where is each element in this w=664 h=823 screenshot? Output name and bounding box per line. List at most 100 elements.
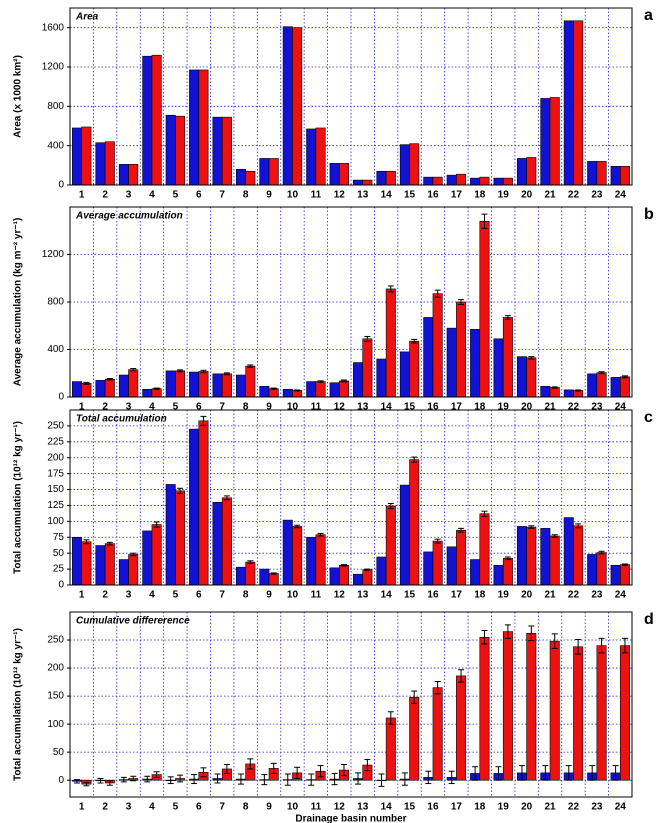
x-tick-label: 1 [79, 402, 85, 413]
panel-title: Cumulative differerence [76, 616, 190, 627]
bar [212, 116, 223, 186]
x-tick-label: 12 [334, 402, 346, 413]
bar [212, 501, 223, 586]
error-bar [247, 758, 254, 770]
x-tick-label: 11 [311, 802, 322, 813]
x-tick-label: 19 [498, 590, 510, 601]
x-tick-label: 15 [404, 802, 416, 813]
bar [198, 69, 209, 186]
bar [540, 528, 551, 586]
x-tick-label: 20 [521, 802, 533, 813]
x-tick-label: 18 [474, 402, 486, 413]
x-tick-label: 15 [404, 402, 416, 413]
bar [423, 317, 434, 398]
y-tick-label: 50 [53, 747, 65, 758]
x-tick-label: 14 [381, 802, 393, 813]
error-bar [598, 637, 605, 654]
bar [245, 365, 256, 398]
error-bar [528, 625, 535, 642]
x-tick-label: 23 [591, 402, 603, 413]
error-bar [364, 568, 371, 571]
error-bar [270, 572, 277, 575]
error-bar [411, 338, 418, 344]
x-tick-label: 5 [173, 402, 179, 413]
bar [189, 69, 200, 186]
x-tick-label: 7 [219, 590, 225, 601]
bar [118, 164, 129, 186]
bar [72, 536, 83, 586]
x-tick-label: 4 [149, 190, 155, 201]
y-tick-label: 200 [47, 663, 64, 674]
bar [596, 372, 607, 398]
x-tick-label: 19 [498, 190, 510, 201]
bar [549, 640, 560, 781]
y-tick-label: 25 [53, 564, 65, 575]
error-bar [153, 771, 160, 778]
x-tick-label: 5 [173, 590, 179, 601]
error-bar [387, 711, 394, 725]
bar [540, 98, 551, 186]
x-tick-label: 4 [149, 802, 155, 813]
y-tick-label: 100 [47, 719, 64, 730]
bar [423, 551, 434, 586]
x-tick-label: 21 [544, 802, 556, 813]
x-tick-label: 20 [521, 590, 533, 601]
bar [470, 329, 481, 398]
bar [245, 170, 256, 186]
error-bar [387, 503, 394, 510]
x-tick-label: 10 [287, 590, 299, 601]
bar [493, 177, 504, 186]
bar [526, 157, 537, 186]
bar [81, 126, 92, 186]
x-tick-label: 10 [287, 402, 299, 413]
x-tick-label: 13 [357, 590, 369, 601]
x-tick-label: 9 [266, 802, 272, 813]
panel-title: Area [75, 12, 99, 23]
bar [259, 158, 270, 186]
y-tick-label: 400 [47, 344, 64, 355]
x-tick-label: 21 [544, 402, 556, 413]
bar [329, 382, 340, 398]
error-bar [317, 532, 324, 537]
bar [142, 530, 153, 586]
bar [516, 526, 527, 586]
bar [587, 554, 598, 586]
bar [221, 373, 232, 398]
bar [563, 517, 574, 586]
x-tick-label: 12 [334, 590, 346, 601]
bar [306, 536, 317, 586]
error-bar [589, 765, 596, 781]
error-bar [387, 285, 394, 293]
x-tick-label: 3 [126, 590, 132, 601]
bar [516, 356, 527, 398]
bar [128, 554, 139, 586]
bar [409, 143, 420, 186]
error-bar [200, 369, 207, 374]
error-bar [551, 633, 558, 649]
error-bar [528, 356, 535, 360]
bar [282, 388, 293, 398]
x-tick-label: 2 [102, 590, 108, 601]
bar [619, 376, 630, 398]
y-tick-label: 1200 [42, 62, 65, 73]
x-tick-label: 14 [381, 590, 393, 601]
error-bar [621, 375, 628, 379]
x-tick-label: 17 [451, 190, 463, 201]
bar [502, 177, 513, 186]
bar [128, 164, 139, 186]
error-bar [130, 368, 137, 372]
x-tick-label: 8 [243, 802, 249, 813]
x-axis-label: Drainage basin number [295, 814, 406, 823]
bar [292, 27, 303, 186]
x-tick-label: 14 [381, 190, 393, 201]
y-axis-label: Average accumulation (kg m⁻² yr⁻¹) [13, 218, 24, 387]
x-tick-label: 4 [149, 402, 155, 413]
panel-letter: a [644, 7, 653, 24]
x-tick-label: 2 [102, 802, 108, 813]
x-tick-label: 5 [173, 802, 179, 813]
error-bar [575, 389, 582, 392]
error-bar [504, 556, 511, 561]
bar [385, 170, 396, 186]
bar [329, 567, 340, 586]
bar [399, 144, 410, 186]
